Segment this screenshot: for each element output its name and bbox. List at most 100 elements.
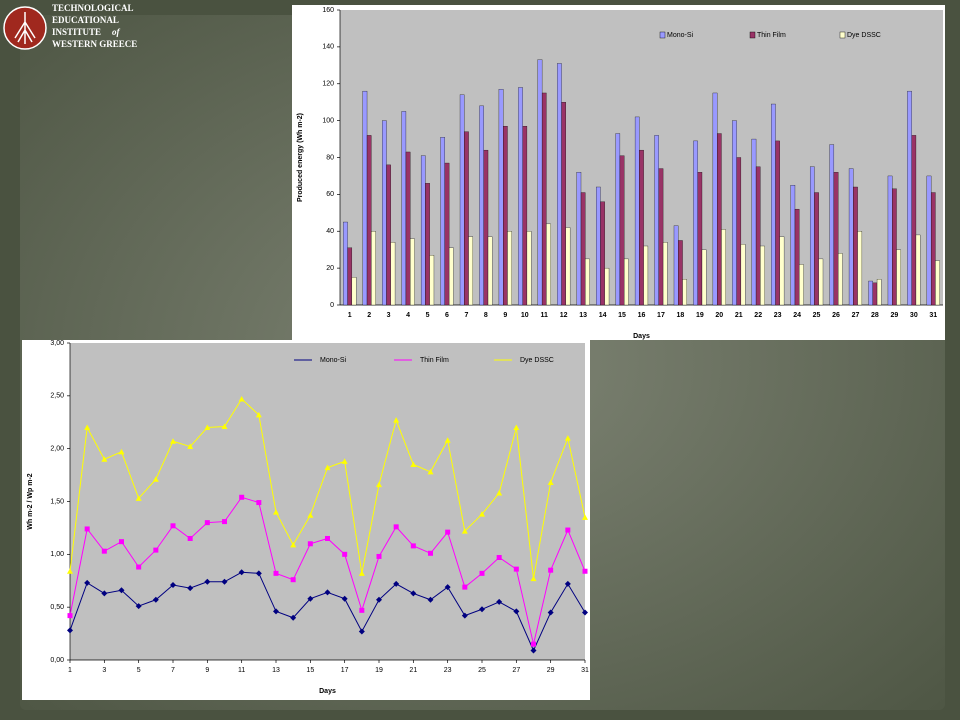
marker [530, 647, 537, 654]
y-tick-label: 2,50 [50, 393, 64, 400]
bar [926, 175, 932, 306]
bar [362, 90, 368, 306]
logo-tree [14, 12, 36, 44]
bar [487, 236, 493, 306]
marker [101, 456, 108, 462]
marker [273, 608, 279, 615]
bar [872, 282, 878, 306]
marker [342, 551, 348, 557]
bar [682, 279, 687, 306]
bar [507, 231, 512, 306]
marker [479, 570, 485, 576]
bar [658, 168, 664, 306]
marker [410, 461, 417, 468]
legend-label: Thin Film [420, 357, 449, 364]
x-tick-label: 11 [541, 312, 549, 319]
y-tick-label: 0 [330, 302, 334, 309]
marker [307, 512, 314, 518]
x-tick-label: 8 [484, 312, 488, 319]
bar [853, 186, 858, 306]
bar [429, 255, 435, 306]
marker [118, 587, 125, 594]
marker [290, 614, 297, 621]
marker [273, 509, 279, 515]
bar [459, 94, 465, 306]
y-axis-label: Produced energy (Wh m-2) [297, 113, 304, 202]
bar [717, 133, 722, 306]
x-tick-label: 19 [375, 667, 383, 674]
marker [513, 608, 520, 615]
marker [444, 584, 451, 591]
x-tick-label: 30 [910, 312, 918, 319]
x-tick-label: 9 [205, 667, 209, 674]
bar [600, 201, 605, 306]
x-tick-label: 6 [445, 312, 449, 319]
marker [170, 581, 176, 588]
y-tick-label: 3,00 [50, 340, 64, 347]
bar [907, 90, 912, 306]
marker [325, 535, 330, 541]
x-tick-label: 26 [832, 312, 840, 319]
bar [371, 231, 376, 306]
marker [170, 438, 176, 444]
marker [222, 519, 227, 525]
bar [386, 164, 391, 306]
x-tick-label: 23 [774, 312, 782, 319]
marker [393, 524, 399, 530]
marker [479, 606, 485, 613]
marker [547, 609, 554, 616]
marker [547, 479, 554, 485]
marker [358, 570, 365, 576]
x-tick-label: 4 [406, 312, 410, 319]
bar [440, 137, 445, 306]
marker [67, 627, 73, 634]
x-tick-label: 27 [852, 312, 860, 319]
bar [760, 245, 765, 306]
marker [393, 417, 400, 423]
x-tick-label: 13 [579, 312, 587, 319]
marker [204, 424, 211, 431]
bar [818, 258, 824, 306]
bar [410, 238, 415, 306]
bar [565, 227, 571, 306]
y-tick-label: 160 [322, 7, 334, 14]
bar [518, 87, 523, 306]
logo-line: TECHNOLOGICAL [52, 3, 134, 13]
x-tick-label: 3 [102, 667, 106, 674]
legend-label: Thin Film [757, 32, 786, 39]
bar [624, 258, 629, 306]
marker [531, 641, 536, 647]
bar [537, 59, 543, 306]
bar [876, 279, 882, 306]
marker [135, 603, 142, 610]
bar [390, 242, 396, 306]
marker [427, 596, 434, 603]
plot-area [70, 343, 585, 660]
x-tick-label: 22 [754, 312, 762, 319]
marker [187, 585, 194, 592]
bar [596, 186, 601, 306]
bar [721, 229, 726, 306]
x-tick-label: 1 [68, 667, 72, 674]
x-tick-label: 11 [238, 667, 245, 674]
bar [483, 149, 489, 306]
bar [468, 236, 474, 306]
marker [393, 580, 400, 587]
marker [307, 541, 313, 547]
bar [557, 63, 562, 306]
bar [366, 135, 372, 306]
marker [564, 580, 571, 587]
x-tick-label: 31 [929, 312, 937, 319]
x-tick-label: 10 [521, 312, 529, 319]
y-tick-label: 140 [322, 44, 334, 51]
x-tick-label: 2 [367, 312, 371, 319]
marker [341, 458, 348, 464]
marker [461, 612, 468, 619]
logo-line: INSTITUTE [52, 27, 101, 37]
marker [582, 514, 588, 520]
logo: TECHNOLOGICAL EDUCATIONAL INSTITUTE of W… [3, 3, 137, 50]
marker [67, 568, 73, 574]
marker [496, 490, 503, 496]
y-tick-label: 80 [326, 154, 334, 161]
